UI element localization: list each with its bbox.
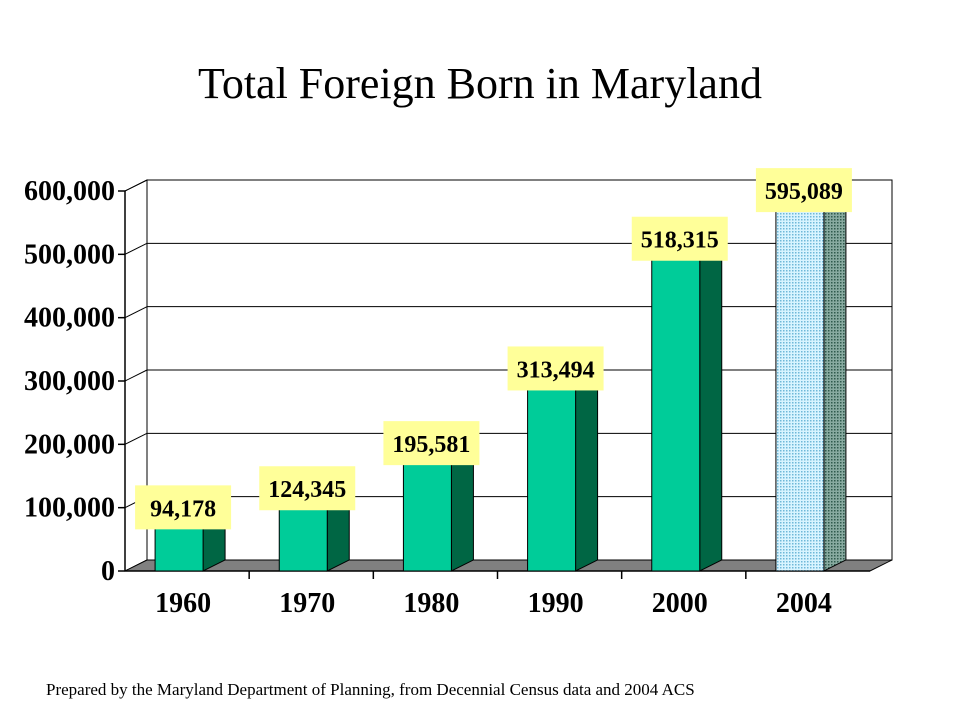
y-tick-label: 200,000: [24, 429, 115, 460]
bar-side: [575, 360, 599, 572]
data-labels: 94,178 124,345 195,581 313,494 518,315 595,08…: [135, 168, 852, 530]
data-label-box: [507, 346, 604, 391]
data-label-box: [631, 216, 728, 261]
data-label: 94,178: [150, 496, 216, 522]
gridline-side: [124, 432, 148, 445]
bar-side: [699, 230, 723, 572]
y-tick-label: 400,000: [24, 303, 115, 334]
y-tick-label: 100,000: [24, 493, 115, 524]
data-label-box: [383, 421, 480, 466]
x-tick-label: 2004: [776, 588, 832, 619]
bar: [527, 371, 577, 572]
data-label-box: [259, 466, 356, 511]
gridline-side: [124, 242, 148, 255]
y-tick-label: 600,000: [24, 176, 115, 207]
x-tick-label: 1980: [403, 588, 459, 619]
y-tick-label: 300,000: [24, 366, 115, 397]
x-tick-label: 1990: [528, 588, 584, 619]
y-tick-label: 0: [101, 556, 115, 587]
x-tick-label: 1970: [279, 588, 335, 619]
bars: [154, 182, 847, 572]
bar: [402, 446, 452, 572]
data-label-box: [135, 485, 232, 530]
y-tick-label: 500,000: [24, 239, 115, 270]
bar: [775, 193, 825, 572]
source-note: Prepared by the Maryland Department of P…: [46, 680, 695, 699]
data-label: 518,315: [641, 228, 719, 254]
bar-side: [823, 182, 847, 572]
data-label: 124,345: [268, 477, 346, 503]
x-tick-label: 1960: [155, 588, 211, 619]
data-label-box: [755, 168, 852, 213]
data-label: 595,089: [765, 179, 843, 205]
chart-title: Total Foreign Born in Maryland: [198, 59, 762, 108]
axes: 0 100,000 200,000 300,000 400,000 500,000 600,…: [24, 176, 870, 619]
x-tick-label: 2000: [652, 588, 708, 619]
data-label: 313,494: [517, 357, 595, 383]
data-label: 195,581: [392, 432, 470, 458]
gridline-side: [124, 369, 148, 382]
gridline-side: [124, 179, 148, 192]
bar: [651, 242, 701, 572]
gridline-side: [124, 306, 148, 319]
